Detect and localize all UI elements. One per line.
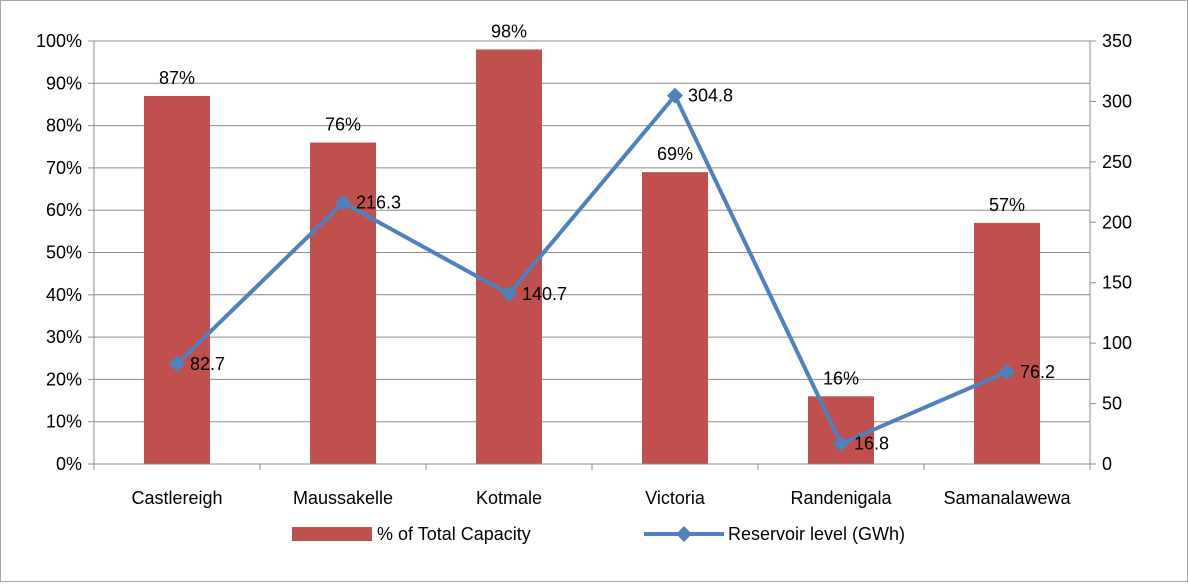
line-data-label: 216.3: [356, 193, 401, 213]
y-right-tick-label: 250: [1102, 152, 1132, 172]
legend-label-bar: % of Total Capacity: [377, 524, 531, 544]
line-point-marker: [667, 87, 683, 104]
line-data-label: 140.7: [522, 284, 567, 304]
y-left-tick-label: 10%: [46, 412, 82, 432]
bar: [808, 396, 874, 464]
bar-data-label: 57%: [989, 195, 1025, 215]
bar-data-label: 69%: [657, 144, 693, 164]
x-tick-label: Kotmale: [476, 488, 542, 508]
bar: [974, 222, 1040, 464]
y-left-tick-label: 60%: [46, 200, 82, 220]
line-data-label: 76.2: [1020, 362, 1055, 382]
bar-data-label: 16%: [823, 368, 859, 388]
y-right-tick-label: 200: [1102, 212, 1132, 232]
bar: [642, 172, 708, 464]
y-left-tick-label: 30%: [46, 327, 82, 347]
x-tick-label: Samanalawewa: [943, 488, 1071, 508]
line-layer: [169, 87, 1015, 452]
line-data-label: 82.7: [190, 354, 225, 374]
bar: [476, 49, 542, 465]
label-layer: 87% 76% 98% 69% 16% 57% 82.7 216.3 140.7 304.8 16.…: [159, 21, 1055, 453]
line-point-marker: [169, 356, 185, 373]
y-left-tick-label: 40%: [46, 285, 82, 305]
line-point-marker: [833, 435, 849, 452]
y-left-tick-label: 90%: [46, 73, 82, 93]
legend-swatch-marker: [676, 526, 692, 542]
y-left-tick-label: 100%: [36, 31, 82, 51]
x-tick-label: Victoria: [645, 488, 706, 508]
y-right-tick-label: 0: [1102, 454, 1112, 474]
line-series-path: [175, 93, 1008, 446]
grid-layer: [94, 40, 1090, 423]
y-left-tick-label: 20%: [46, 369, 82, 389]
x-tick-label: Randenigala: [790, 488, 892, 508]
line-point-marker: [999, 363, 1015, 380]
bar-layer: [144, 49, 1040, 465]
y-right-tick-label: 350: [1102, 31, 1132, 51]
line-point-marker: [335, 194, 351, 211]
legend: % of Total Capacity Reservoir level (GWh): [292, 524, 905, 544]
legend-label-line: Reservoir level (GWh): [728, 524, 905, 544]
line-point-marker: [501, 285, 517, 302]
y-left-tick-label: 0%: [56, 454, 82, 474]
y-right-tick-label: 50: [1102, 394, 1122, 414]
y-right-tick-label: 300: [1102, 91, 1132, 111]
y-left-tick-label: 80%: [46, 116, 82, 136]
x-tick-label: Maussakelle: [293, 488, 393, 508]
bar-data-label: 98%: [491, 21, 527, 41]
line-data-label: 16.8: [854, 434, 889, 454]
y-left-tick-label: 50%: [46, 243, 82, 263]
bar: [310, 142, 376, 464]
bar-data-label: 76%: [325, 115, 361, 135]
x-tick-label: Castlereigh: [131, 488, 222, 508]
y-right-tick-label: 150: [1102, 273, 1132, 293]
bar-data-label: 87%: [159, 68, 195, 88]
y-left-tick-label: 70%: [46, 158, 82, 178]
y-right-tick-label: 100: [1102, 333, 1132, 353]
legend-swatch-bar: [292, 527, 372, 541]
line-data-label: 304.8: [688, 86, 733, 106]
axis-layer: 0% 10% 20% 30% 40% 50% 60% 70% 80% 90% 100% 0 50 100 1…: [36, 31, 1132, 508]
bar: [144, 95, 210, 465]
